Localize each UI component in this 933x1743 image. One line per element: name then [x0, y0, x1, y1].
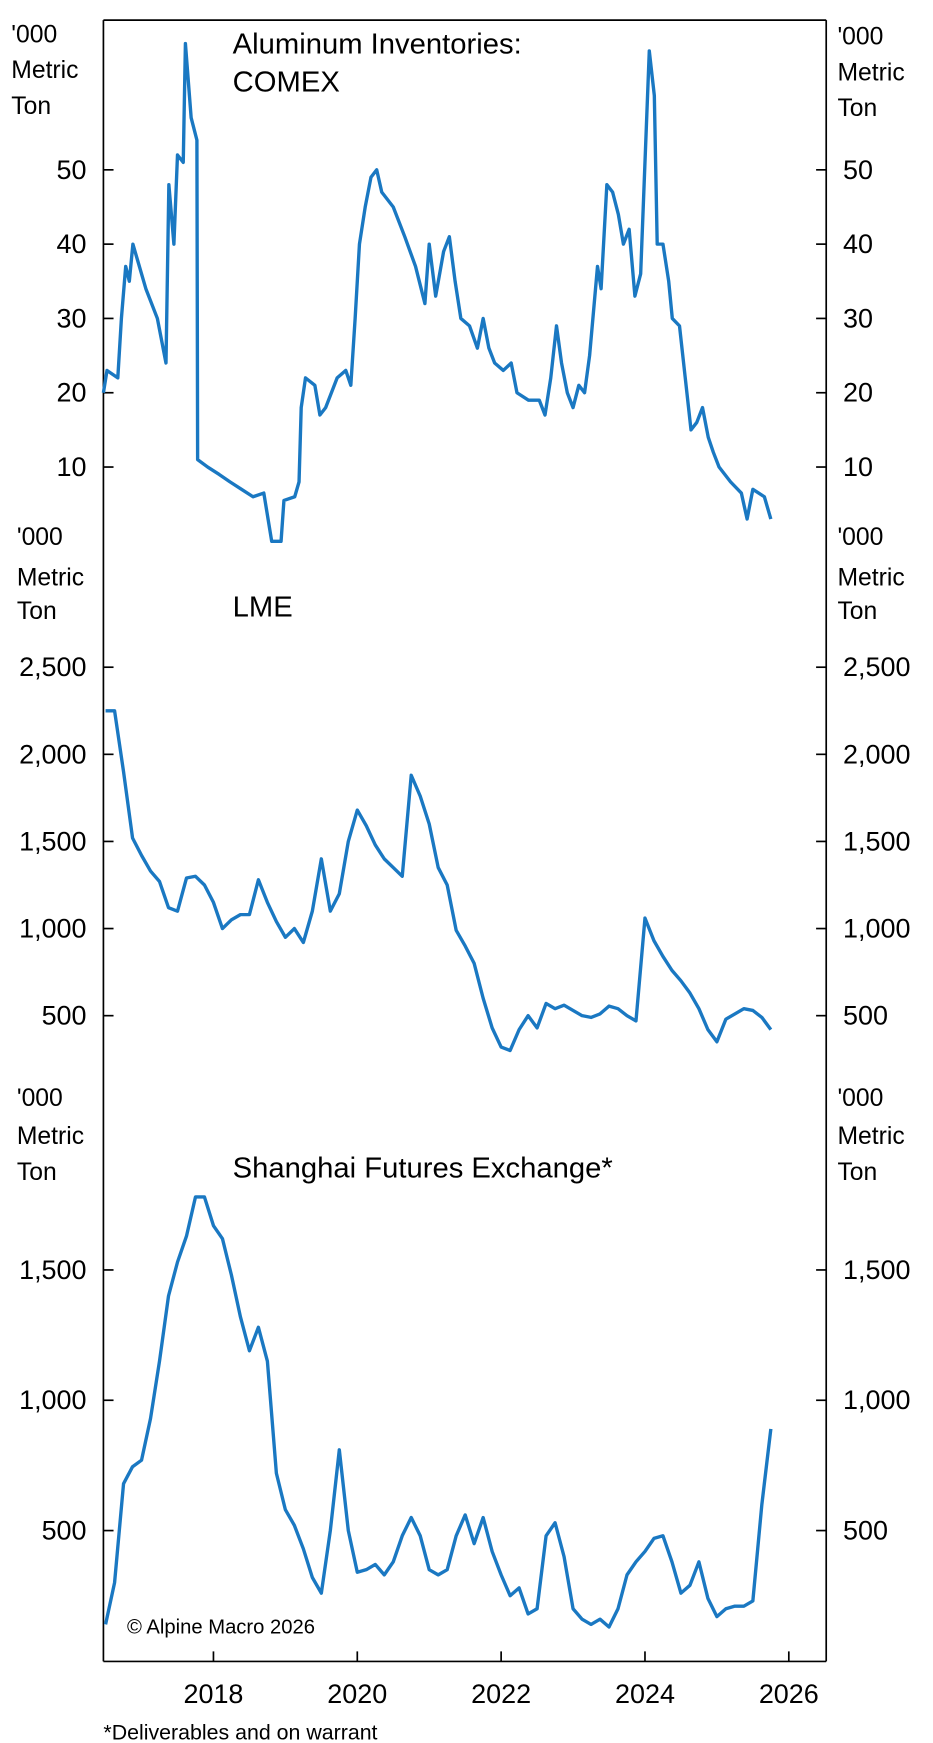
y2-tick-label: 500	[843, 1001, 888, 1031]
y-tick-label: 10	[57, 452, 87, 482]
x-tick-label: 2018	[183, 1679, 243, 1709]
y2-tick-label: 50	[843, 155, 873, 185]
x-tick-label: 2024	[615, 1679, 675, 1709]
copyright: © Alpine Macro 2026	[127, 1617, 315, 1639]
y2-tick-label: 20	[843, 378, 873, 408]
x-tick-label: 2026	[759, 1679, 819, 1709]
y2-axis-unit: Metric	[837, 60, 904, 87]
y-tick-label: 20	[57, 378, 87, 408]
panel-title: Aluminum Inventories:	[233, 29, 522, 61]
y-tick-label: 40	[57, 229, 87, 259]
y2-tick-label: 2,000	[843, 739, 910, 769]
y-axis-unit: Ton	[11, 93, 51, 120]
y2-axis-unit: '000	[837, 24, 883, 51]
y-axis-unit: Ton	[17, 1159, 57, 1186]
y-tick-label: 1,500	[19, 1255, 86, 1285]
y2-tick-label: 2,500	[843, 652, 910, 682]
y2-axis-unit: '000	[837, 524, 883, 551]
y-tick-label: 500	[42, 1001, 87, 1031]
y2-axis-unit: Metric	[837, 565, 904, 592]
y-tick-label: 2,500	[19, 652, 86, 682]
y-axis-unit: Metric	[17, 565, 84, 592]
y2-tick-label: 10	[843, 452, 873, 482]
y-tick-label: 500	[42, 1516, 87, 1546]
y2-axis-unit: Ton	[837, 598, 877, 625]
y-axis-unit: Metric	[11, 57, 78, 84]
y-axis-unit: '000	[17, 524, 63, 551]
y-axis-unit: '000	[11, 22, 57, 49]
y-axis-unit: Metric	[17, 1123, 84, 1150]
y-tick-label: 1,500	[19, 826, 86, 856]
footnote: *Deliverables and on warrant	[103, 1721, 377, 1743]
panel-title: LME	[233, 592, 293, 624]
y2-tick-label: 40	[843, 229, 873, 259]
y2-tick-label: 500	[843, 1516, 888, 1546]
panel-title: COMEX	[233, 67, 340, 99]
y2-axis-unit: Ton	[837, 95, 877, 122]
data-line	[101, 41, 773, 544]
x-tick-label: 2020	[327, 1679, 387, 1709]
y2-tick-label: 1,000	[843, 1385, 910, 1415]
y2-tick-label: 1,500	[843, 1255, 910, 1285]
y2-tick-label: 1,000	[843, 914, 910, 944]
y-tick-label: 2,000	[19, 739, 86, 769]
y-axis-unit: Ton	[17, 598, 57, 625]
y2-axis-unit: '000	[837, 1085, 883, 1112]
y-tick-label: 50	[57, 155, 87, 185]
data-line	[105, 709, 773, 1053]
y-tick-label: 30	[57, 303, 87, 333]
data-line	[103, 1195, 773, 1629]
y-tick-label: 1,000	[19, 914, 86, 944]
y2-axis-unit: Metric	[837, 1123, 904, 1150]
y-tick-label: 1,000	[19, 1385, 86, 1415]
x-tick-label: 2022	[471, 1679, 531, 1709]
y2-axis-unit: Ton	[837, 1159, 877, 1186]
y-axis-unit: '000	[17, 1085, 63, 1112]
y2-tick-label: 30	[843, 303, 873, 333]
panel-title: Shanghai Futures Exchange*	[233, 1153, 613, 1185]
y2-tick-label: 1,500	[843, 826, 910, 856]
